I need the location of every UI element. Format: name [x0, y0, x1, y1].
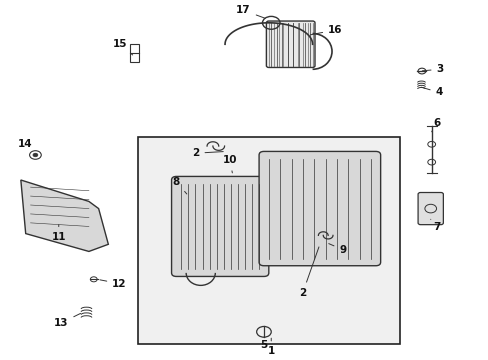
Text: 14: 14	[18, 139, 36, 155]
Text: 16: 16	[310, 25, 342, 35]
FancyBboxPatch shape	[417, 193, 443, 225]
Text: 1: 1	[267, 338, 274, 356]
FancyBboxPatch shape	[259, 152, 380, 266]
FancyBboxPatch shape	[266, 21, 314, 67]
Text: 10: 10	[222, 156, 237, 173]
Text: 4: 4	[420, 87, 442, 98]
Bar	[130, 44, 139, 62]
Text: 8: 8	[172, 177, 186, 194]
Text: 15: 15	[113, 39, 132, 55]
Text: 13: 13	[54, 314, 81, 328]
Text: 6: 6	[431, 118, 440, 132]
Text: 7: 7	[430, 219, 440, 232]
Text: 2: 2	[299, 247, 318, 297]
Text: 5: 5	[260, 337, 267, 350]
Text: 3: 3	[422, 64, 443, 74]
Text: 11: 11	[51, 225, 66, 242]
Polygon shape	[21, 180, 108, 251]
Circle shape	[33, 153, 38, 157]
Text: 12: 12	[100, 279, 126, 289]
Bar	[137, 137, 399, 344]
Text: 2: 2	[192, 148, 223, 158]
Text: 17: 17	[236, 5, 264, 18]
FancyBboxPatch shape	[171, 176, 268, 276]
Text: 9: 9	[328, 244, 346, 255]
